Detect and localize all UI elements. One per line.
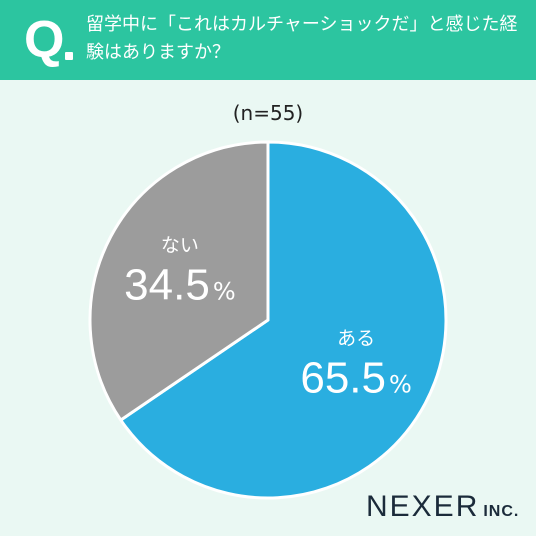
sample-size: (n=55) [232, 101, 304, 125]
company-logo: NEXER INC. [366, 490, 519, 524]
slice-label-0: ある [337, 328, 375, 350]
logo-main: NEXER [366, 490, 480, 523]
q-mark: Q [24, 11, 65, 69]
slice-value-0: 65.5% [300, 354, 411, 403]
slice-value-1: 34.5% [124, 260, 235, 309]
question-banner: Q 留学中に「これはカルチャーショックだ」と感じた経験はありますか？ [0, 0, 536, 80]
slice-label-1: ない [161, 234, 199, 256]
pie-slice-1 [88, 140, 270, 422]
question-text: 留学中に「これはカルチャーショックだ」と感じた経験はありますか？ [86, 14, 518, 63]
logo-sub: INC. [483, 503, 520, 520]
q-dot-icon [65, 52, 73, 60]
pie-slice-0 [119, 140, 448, 500]
